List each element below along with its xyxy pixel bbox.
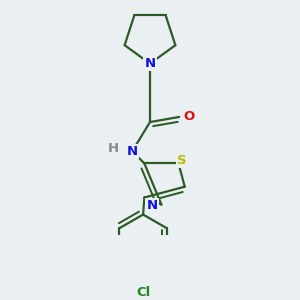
- Text: N: N: [146, 200, 158, 212]
- Text: O: O: [184, 110, 195, 124]
- Text: S: S: [178, 154, 187, 167]
- Text: Cl: Cl: [136, 286, 150, 299]
- Text: N: N: [127, 145, 138, 158]
- Text: H: H: [108, 142, 119, 155]
- Text: N: N: [144, 57, 156, 70]
